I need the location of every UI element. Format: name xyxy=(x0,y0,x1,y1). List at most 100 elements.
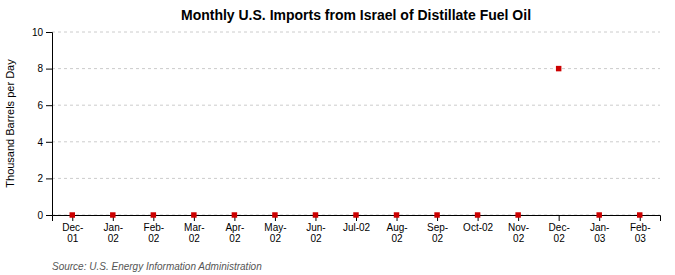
x-tick: Dec-01 xyxy=(62,215,83,244)
x-tick: May-02 xyxy=(264,215,286,244)
y-axis: 0 2 4 6 8 10 xyxy=(32,27,53,221)
y-tick: 4 xyxy=(37,137,52,148)
x-tick: Jan-03 xyxy=(590,215,609,244)
x-tick-label: Feb-03 xyxy=(630,222,651,244)
x-tick-label: Jul-02 xyxy=(343,222,371,233)
y-axis-title: Thousand Barrels per Day xyxy=(4,59,16,188)
x-tick-label-line: Mar- xyxy=(184,222,205,233)
source: Source: U.S. Energy Information Administ… xyxy=(52,261,262,272)
y-tick-label: 10 xyxy=(32,27,44,38)
x-tick-label-line: 02 xyxy=(391,233,403,244)
x-tick-label: Nov-02 xyxy=(508,222,529,244)
x-tick-mark xyxy=(559,215,560,221)
y-tick-mark xyxy=(46,215,52,216)
point xyxy=(151,212,156,217)
grid-line xyxy=(52,32,660,33)
plot: 0246810Dec-01Jan-02Feb-02Mar-02Apr-02May… xyxy=(32,27,661,244)
x-tick-label: Feb-02 xyxy=(144,222,165,244)
x-tick-label-line: Dec- xyxy=(549,222,570,233)
marks xyxy=(70,66,643,218)
x-tick: Feb-03 xyxy=(630,215,651,244)
x-tick-label-line: Aug- xyxy=(386,222,407,233)
y-tick: 10 xyxy=(32,27,52,38)
point xyxy=(637,212,642,217)
x-tick-label: Jan-02 xyxy=(104,222,123,244)
x-tick-label-line: Jan- xyxy=(590,222,609,233)
y-axis-line xyxy=(46,33,53,216)
x-tick-label-line: 02 xyxy=(108,233,120,244)
point xyxy=(191,212,196,217)
x-tick-label-line: Sep- xyxy=(427,222,448,233)
grid-line xyxy=(52,105,660,106)
point xyxy=(313,212,318,217)
x-tick: Dec-02 xyxy=(549,215,570,244)
point xyxy=(434,212,439,217)
point xyxy=(475,212,480,217)
title: Monthly U.S. Imports from Israel of Dist… xyxy=(181,7,531,23)
x-tick-label: Aug-02 xyxy=(386,222,407,244)
y-tick: 0 xyxy=(37,210,52,221)
point xyxy=(272,212,277,217)
x-tick: Jun-02 xyxy=(306,215,325,244)
x-tick-label-line: 02 xyxy=(432,233,444,244)
y-tick-mark xyxy=(46,178,52,179)
x-tick-label-line: Jul-02 xyxy=(343,222,371,233)
x-tick-label-line: Dec- xyxy=(62,222,83,233)
grid-line xyxy=(52,141,660,142)
point xyxy=(110,212,115,217)
x-tick-label: Sep-02 xyxy=(427,222,448,244)
x-tick: Sep-02 xyxy=(427,215,448,244)
x-tick-label: Apr-02 xyxy=(225,222,244,244)
y-tick-label: 8 xyxy=(37,63,43,74)
x-tick-label-line: 02 xyxy=(189,233,201,244)
grid-line xyxy=(52,68,660,69)
x-tick-label: Oct-02 xyxy=(463,222,493,233)
x-tick: Nov-02 xyxy=(508,215,529,244)
x-tick-label: Jun-02 xyxy=(306,222,325,244)
x-tick-label-line: 03 xyxy=(635,233,647,244)
x-tick-label-line: 02 xyxy=(554,233,566,244)
x-tick-label: Dec-01 xyxy=(62,222,83,244)
y-tick-mark xyxy=(46,32,52,33)
x-tick-label-line: Jan- xyxy=(104,222,123,233)
y-tick-mark xyxy=(46,142,52,143)
y-tick-label: 4 xyxy=(37,137,43,148)
x-tick-label: May-02 xyxy=(264,222,286,244)
point xyxy=(515,212,520,217)
x-tick-label-line: 02 xyxy=(229,233,241,244)
point xyxy=(353,212,358,217)
x-tick-label-line: Oct-02 xyxy=(463,222,493,233)
y-tick-label: 0 xyxy=(37,210,43,221)
grid xyxy=(52,32,660,215)
y-tick: 6 xyxy=(37,100,52,111)
x-tick-label-line: Feb- xyxy=(144,222,165,233)
point xyxy=(596,212,601,217)
y-tick-mark xyxy=(46,105,52,106)
x-tick-label-line: Feb- xyxy=(630,222,651,233)
y-tick-label: 6 xyxy=(37,100,43,111)
chart: 0246810Dec-01Jan-02Feb-02Mar-02Apr-02May… xyxy=(0,0,675,275)
x-tick-label-line: Jun- xyxy=(306,222,325,233)
point xyxy=(556,66,561,71)
x-tick-label: Mar-02 xyxy=(184,222,205,244)
y-tick-label: 2 xyxy=(37,173,43,184)
x-tick-label: Dec-02 xyxy=(549,222,570,244)
x-tick: Feb-02 xyxy=(144,215,165,244)
x-tick-label-line: 02 xyxy=(148,233,160,244)
x-tick-label-line: May- xyxy=(264,222,286,233)
y-tick: 2 xyxy=(37,173,52,184)
x-tick: Mar-02 xyxy=(184,215,205,244)
x-tick: Jan-02 xyxy=(104,215,123,244)
x-tick: Apr-02 xyxy=(225,215,244,244)
y-tick: 8 xyxy=(37,63,52,74)
x-tick-label-line: Apr- xyxy=(225,222,244,233)
x-tick-label-line: 02 xyxy=(310,233,322,244)
x-tick-label-line: Nov- xyxy=(508,222,529,233)
x-tick-label-line: 01 xyxy=(67,233,79,244)
point xyxy=(394,212,399,217)
x-tick-label: Jan-03 xyxy=(590,222,609,244)
point xyxy=(232,212,237,217)
grid-line xyxy=(52,178,660,179)
x-tick-label-line: 03 xyxy=(594,233,606,244)
x-tick-label-line: 02 xyxy=(513,233,525,244)
